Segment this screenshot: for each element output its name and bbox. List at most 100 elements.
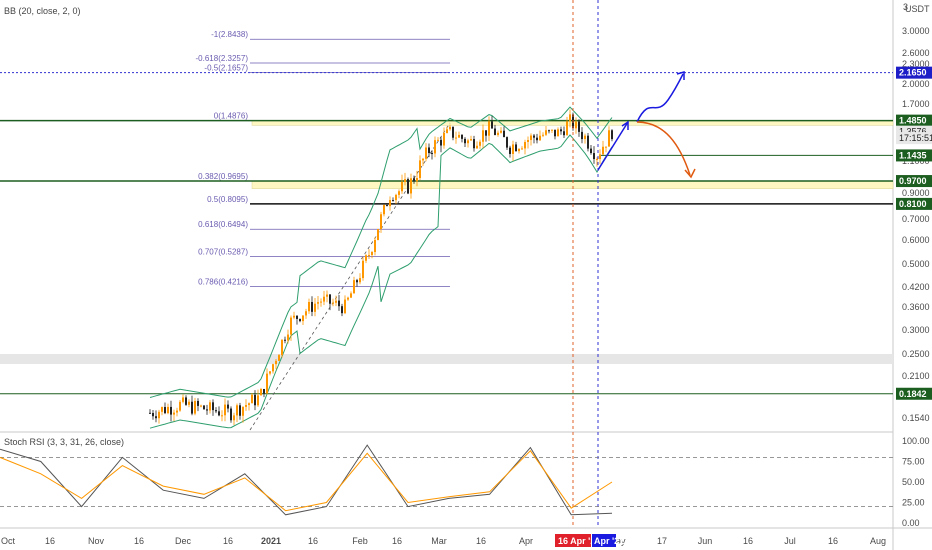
candle-body [512,144,514,154]
candle-body [554,129,556,137]
candle-body [275,360,277,365]
fib-level-label: 0(1.4876) [214,111,249,120]
time-tick-label: Jun [698,536,713,546]
candle-body [338,300,340,307]
candle-body [263,389,265,394]
candle-body [593,153,595,160]
vertical-markers [572,0,599,528]
candle-body [239,405,241,416]
arrow-head [621,120,629,130]
price-badge-label: 0.8100 [899,199,927,209]
candle-body [536,137,538,141]
time-tick-label: 16 [828,536,838,546]
candle-body [374,239,376,252]
candle-body [530,135,532,141]
price-tick-label: 2.0000 [902,79,930,89]
stoch-rsi-indicator-title[interactable]: Stoch RSI (3, 3, 31, 26, close) [4,437,124,447]
candle-body [188,401,190,405]
candle-body [416,177,418,182]
candle-body [503,130,505,138]
candle-body [425,147,427,159]
candle-body [212,402,214,411]
price-badge-label: 0.9700 [899,176,927,186]
candle-body [296,315,298,319]
fib-level-label: 0.618(0.6494) [198,220,248,229]
candle-body [317,302,319,304]
candle-body [542,134,544,136]
date-badge [555,534,591,547]
candle-body [545,130,547,135]
candle-body [401,182,403,192]
candle-body [221,415,223,417]
price-tick-label: 0.2100 [902,371,930,381]
time-tick-label: Oct [1,536,16,546]
candle-body [368,255,370,257]
time-tick-label: Jul [784,536,796,546]
fib-level-label: 0.707(0.5287) [198,248,248,257]
time-tick-label: Aug [870,536,886,546]
time-tick-label: 16 [476,536,486,546]
projection-down-arrow [636,121,691,176]
candle-body [557,129,559,137]
bb-indicator-title[interactable]: BB (20, close, 2, 0) [4,6,81,16]
candle-body [413,178,415,182]
trend-line [249,122,451,431]
candle-body [242,406,244,416]
candle-body [299,318,301,322]
candle-body [365,255,367,261]
candle-body [410,178,412,194]
candle-body [170,406,172,415]
candle-body [560,129,562,132]
price-badge [896,197,932,210]
price-badge-label: 1.1435 [899,150,927,160]
candle-body [431,153,433,155]
price-badge-label: 1.3576 [899,127,927,137]
time-tick-label: Mar [431,536,447,546]
projection-up-arrow [597,121,629,171]
candle-body [395,194,397,201]
price-axis[interactable]: 3.00002.60002.30002.00001.70001.30001.10… [896,26,932,423]
candle-body [485,130,487,136]
candle-body [527,140,529,142]
candle-body [422,158,424,161]
candle-body [473,139,475,149]
candle-body [230,408,232,421]
price-badge [896,132,932,145]
candle-body [203,405,205,410]
candle-body [179,401,181,411]
rsi-tick-label: 0.00 [902,518,920,528]
candle-body [404,179,406,183]
candle-body [260,389,262,396]
arrow-head [684,168,696,179]
candle-body [428,147,430,154]
candle-body [497,132,499,135]
date-badge-label: Apr '21 [594,536,624,546]
candle-body [236,405,238,416]
price-badge-label: 17:15:51 [899,133,932,143]
time-tick-label: Dec [175,536,192,546]
candle-body [320,301,322,303]
price-tick-label: 1.7000 [902,99,930,109]
price-tick-label: 0.3000 [902,325,930,335]
candle-body [602,146,604,155]
candle-body [173,412,175,415]
candle-body [449,126,451,130]
candle-body [245,405,247,407]
candle-body [344,299,346,314]
price-tick-label: 3.0000 [902,26,930,36]
price-badge-label: 1.4850 [899,116,927,126]
candle-body [323,296,325,302]
candle-body [377,229,379,240]
fib-level-label: -0.618(2.3257) [196,54,249,63]
candle-body [578,121,580,132]
candle-body [308,301,310,312]
time-tick-label: 16 [743,536,753,546]
time-axis[interactable]: Oct 16 Nov 16 Dec 16 2021 16 Feb 16 Mar 16 Apr 16 May 1… [1,534,886,547]
candle-body [605,146,607,148]
candle-body [257,395,259,406]
candle-body [158,411,160,419]
candle-body [224,404,226,416]
price-badge-label: 2.1650 [899,68,927,78]
price-tick-label: 2.3000 [902,59,930,69]
